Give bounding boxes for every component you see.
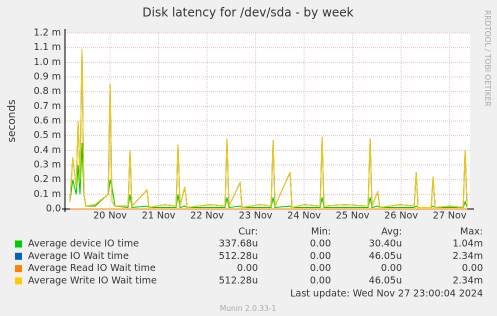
legend-header: Avg: [381, 227, 402, 238]
legend-stat: 512.28u [219, 275, 258, 286]
legend-stat: 0.00 [310, 275, 331, 286]
legend-stat: 2.34m [453, 275, 483, 286]
legend-stat: 46.05u [369, 251, 402, 262]
legend-swatch [15, 265, 22, 273]
legend-label: Average device IO time [28, 239, 139, 250]
y-tick-label: 0.1 m [34, 189, 61, 200]
legend-label: Average IO Wait time [28, 251, 129, 262]
legend-stat: 1.04m [453, 239, 483, 250]
y-tick-label: 1.2 m [34, 28, 61, 39]
y-tick-label: 0.9 m [34, 72, 61, 83]
series-line [69, 49, 468, 209]
x-tick-label: 24 Nov [287, 211, 321, 222]
y-tick-label: 1.0 m [34, 57, 61, 68]
legend-swatch [15, 240, 22, 248]
y-tick-label: 0.5 m [34, 130, 61, 141]
x-tick-label: 20 Nov [93, 211, 127, 222]
x-tick-label: 25 Nov [336, 211, 370, 222]
side-text: RRDTOOL / TOBI OETIKER [483, 10, 492, 107]
legend-header: Cur: [238, 227, 258, 238]
y-tick-label: 0.0 [46, 204, 61, 215]
series-line [69, 142, 468, 209]
legend-stat: 0.00 [462, 263, 483, 274]
legend-stat: 0.00 [310, 239, 331, 250]
legend-label: Average Write IO Wait time [28, 275, 157, 286]
legend-swatch [15, 252, 22, 260]
y-tick-label: 0.2 m [34, 174, 61, 185]
chart-title: Disk latency for /dev/sda - by week [142, 6, 353, 20]
x-tick-label: 26 Nov [384, 211, 418, 222]
legend-stat: 512.28u [219, 251, 258, 262]
legend-stat: 30.40u [369, 239, 402, 250]
y-tick-label: 0.7 m [34, 101, 61, 112]
y-tick-label: 1.1 m [34, 42, 61, 53]
legend-stat: 2.34m [453, 251, 483, 262]
legend-swatch [15, 277, 22, 285]
legend-stat: 46.05u [369, 275, 402, 286]
legend-stat: 337.68u [219, 239, 258, 250]
legend-stat: 0.00 [310, 263, 331, 274]
y-axis-label: seconds [6, 100, 18, 143]
y-tick-label: 0.3 m [34, 160, 61, 171]
legend-stat: 0.00 [381, 263, 402, 274]
legend-label: Average Read IO Wait time [28, 263, 156, 274]
footer: Munin 2.0.33-1 [220, 304, 277, 313]
legend-header: Max: [460, 227, 483, 238]
y-tick-label: 0.6 m [34, 116, 61, 127]
x-tick-label: 27 Nov [433, 211, 467, 222]
legend-stat: 0.00 [237, 263, 258, 274]
y-tick-label: 0.4 m [34, 145, 61, 156]
y-tick-label: 0.8 m [34, 86, 61, 97]
last-update: Last update: Wed Nov 27 23:00:04 2024 [290, 289, 483, 300]
x-tick-label: 22 Nov [190, 211, 224, 222]
x-tick-label: 21 Nov [142, 211, 176, 222]
x-tick-label: 23 Nov [239, 211, 273, 222]
legend-stat: 0.00 [310, 251, 331, 262]
legend-header: Min: [311, 227, 331, 238]
